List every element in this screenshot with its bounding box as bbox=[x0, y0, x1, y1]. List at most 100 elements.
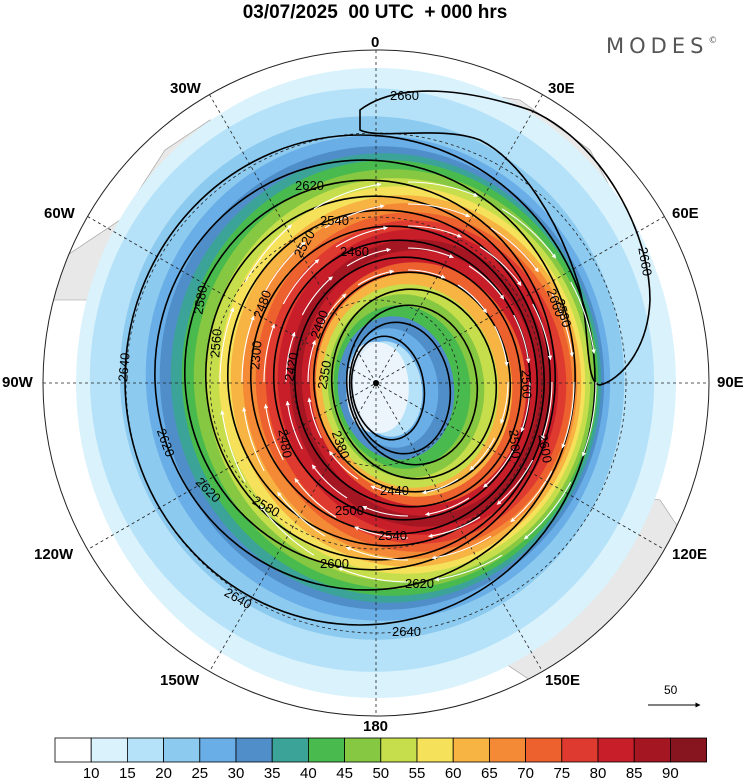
contour-label: 2660 bbox=[390, 88, 419, 103]
wind-streamline bbox=[581, 381, 597, 457]
contour-label: 2350 bbox=[314, 359, 334, 390]
height-contours bbox=[124, 90, 651, 626]
wind-streamline bbox=[244, 224, 293, 283]
contour-label: 2660 bbox=[635, 246, 655, 277]
colorbar-tick-label: 75 bbox=[553, 765, 571, 782]
wind-streamline bbox=[370, 485, 409, 495]
wind-streamline bbox=[335, 226, 388, 248]
map-title: 03/07/2025 00 UTC + 000 hrs bbox=[242, 2, 508, 23]
wind-streamline bbox=[500, 381, 509, 424]
colorbar-tick-label: 25 bbox=[191, 765, 209, 782]
contour-label: 2580 bbox=[553, 297, 575, 329]
brand-mark: © bbox=[708, 36, 718, 46]
wind-streamline bbox=[551, 292, 574, 357]
wind-streamline bbox=[479, 246, 522, 286]
contour-label: 2640 bbox=[115, 352, 132, 382]
wind-streamline bbox=[357, 269, 395, 286]
wind-streamline bbox=[532, 303, 553, 361]
wind-streamline bbox=[428, 516, 481, 538]
lon-label-0: 0 bbox=[371, 34, 380, 51]
map-boundary bbox=[42, 49, 710, 717]
lon-label-90w: 90W bbox=[2, 374, 33, 391]
polar-low-core bbox=[346, 341, 409, 434]
wind-streamline bbox=[263, 241, 306, 294]
contour-label: 2600 bbox=[320, 556, 349, 571]
colorbar-swatch bbox=[380, 737, 418, 763]
wind-streamline bbox=[346, 247, 391, 267]
wind-streamline bbox=[242, 407, 265, 472]
lon-label-30e: 30E bbox=[548, 80, 575, 97]
wind-streamline bbox=[520, 381, 531, 433]
colorbar-swatch bbox=[235, 737, 273, 763]
wind-streamline bbox=[494, 325, 509, 367]
wind-streamline bbox=[320, 293, 347, 327]
lon-label-60w: 60W bbox=[44, 205, 75, 222]
lon-label-150w: 150W bbox=[160, 672, 200, 689]
brand-name: MODES bbox=[606, 34, 709, 58]
lon-label-90e: 90E bbox=[717, 374, 744, 391]
wind-streamline bbox=[285, 331, 296, 383]
wind-streamline bbox=[241, 315, 255, 383]
wind-streamline bbox=[523, 481, 572, 540]
wind-streamlines bbox=[219, 181, 597, 583]
colorbar-swatch bbox=[452, 737, 490, 763]
colorbar-swatch bbox=[597, 737, 635, 763]
colorbar-swatch bbox=[525, 737, 563, 763]
contour-label: 2560 bbox=[207, 328, 224, 358]
colorbar-swatch bbox=[670, 737, 708, 763]
contour-label: 2580 bbox=[190, 284, 210, 315]
wind-streamline bbox=[421, 478, 459, 495]
wind-streamline bbox=[490, 227, 539, 273]
wind-streamline bbox=[311, 464, 348, 499]
wind-streamline bbox=[425, 497, 470, 517]
colorbar-tick-label: 80 bbox=[589, 765, 607, 782]
wind-streamline bbox=[510, 470, 553, 523]
colorbar-tick-label: 10 bbox=[82, 765, 100, 782]
contour-label: 2620 bbox=[405, 576, 434, 591]
lon-label-150e: 150E bbox=[545, 672, 581, 689]
wind-streamline bbox=[220, 410, 246, 483]
contour-label: 2640 bbox=[392, 624, 421, 639]
wind-streamline bbox=[407, 247, 454, 259]
contour-label: 2420 bbox=[281, 351, 301, 382]
colorbar-tick-label: 45 bbox=[336, 765, 353, 782]
colorbar-tick-label: 65 bbox=[481, 765, 498, 782]
contour-label: 2300 bbox=[247, 340, 264, 370]
lon-label-60e: 60E bbox=[672, 205, 699, 222]
wind-streamline bbox=[324, 204, 385, 229]
colorbar-swatch bbox=[271, 737, 309, 763]
wind-streamline bbox=[561, 381, 575, 449]
colorbar-tick-label: 40 bbox=[300, 765, 317, 782]
wind-streamline bbox=[362, 505, 409, 517]
contour-label: 2500 bbox=[506, 429, 523, 459]
wind-streamline bbox=[469, 437, 496, 471]
colorbar-tick-label: 35 bbox=[263, 765, 281, 782]
wind-streamline bbox=[483, 448, 515, 488]
contour-label: 2480 bbox=[275, 428, 295, 459]
colorbar-swatch bbox=[561, 737, 599, 763]
lon-label-120e: 120E bbox=[672, 546, 708, 563]
colorbar-swatch bbox=[127, 737, 165, 763]
wind-streamline bbox=[513, 314, 531, 364]
lon-label-180: 180 bbox=[363, 718, 389, 735]
lon-label-30w: 30W bbox=[170, 80, 201, 97]
contour-label: 2540 bbox=[320, 213, 349, 228]
wind-streamline bbox=[307, 340, 316, 383]
colorbar-swatch bbox=[199, 737, 237, 763]
wind-streamline bbox=[407, 269, 446, 279]
contour-labels: 2660 2660 2660 2640 2640 2640 2620 2620 … bbox=[115, 88, 655, 639]
wind-streamline bbox=[301, 276, 333, 316]
colorbar-tick-label: 30 bbox=[227, 765, 245, 782]
wind-streamline bbox=[354, 526, 409, 539]
contour-label: 2440 bbox=[380, 483, 409, 498]
colorbar-tick-label: 15 bbox=[119, 765, 136, 782]
colorbar-swatch bbox=[54, 737, 92, 763]
wind-streamline bbox=[457, 284, 488, 314]
colorbar-swatch bbox=[90, 737, 128, 763]
wind-streamline bbox=[407, 181, 479, 197]
contour-label: 2560 bbox=[519, 370, 535, 399]
wind-streamline bbox=[277, 491, 326, 537]
wind-streamline bbox=[345, 546, 409, 561]
contour-label: 2540 bbox=[378, 528, 407, 543]
